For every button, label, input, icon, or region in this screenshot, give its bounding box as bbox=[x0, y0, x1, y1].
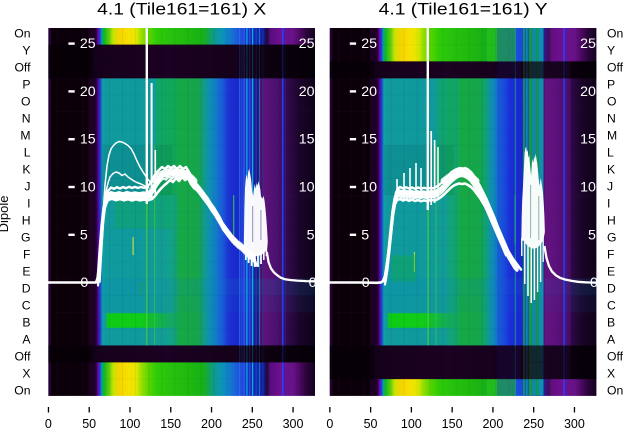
svg-text:200: 200 bbox=[201, 417, 222, 431]
svg-text:4.1 (Tile161=161) Y: 4.1 (Tile161=161) Y bbox=[379, 1, 548, 19]
svg-text:Y: Y bbox=[22, 44, 30, 58]
svg-text:On: On bbox=[607, 27, 623, 41]
svg-text:100: 100 bbox=[120, 417, 141, 431]
svg-text:A: A bbox=[22, 333, 31, 347]
svg-text:B: B bbox=[607, 316, 615, 330]
svg-text:10: 10 bbox=[299, 180, 315, 196]
svg-text:0: 0 bbox=[326, 417, 333, 431]
svg-text:Off: Off bbox=[14, 61, 31, 75]
svg-text:15: 15 bbox=[361, 132, 377, 148]
svg-text:O: O bbox=[607, 95, 616, 109]
svg-text:P: P bbox=[607, 78, 615, 92]
svg-text:On: On bbox=[14, 27, 30, 41]
svg-text:G: G bbox=[607, 231, 616, 245]
svg-text:Off: Off bbox=[607, 61, 624, 75]
svg-text:J: J bbox=[24, 180, 30, 194]
svg-text:0: 0 bbox=[362, 275, 370, 291]
svg-text:E: E bbox=[607, 265, 615, 279]
svg-text:K: K bbox=[607, 163, 615, 177]
svg-text:100: 100 bbox=[401, 417, 422, 431]
svg-text:5: 5 bbox=[588, 227, 596, 243]
svg-text:M: M bbox=[20, 129, 30, 143]
svg-text:X: X bbox=[22, 367, 30, 381]
svg-text:N: N bbox=[22, 112, 31, 126]
svg-text:15: 15 bbox=[80, 132, 96, 148]
svg-text:200: 200 bbox=[482, 417, 503, 431]
svg-text:25: 25 bbox=[361, 36, 377, 52]
svg-text:15: 15 bbox=[299, 132, 315, 148]
svg-text:E: E bbox=[22, 265, 30, 279]
svg-text:25: 25 bbox=[299, 36, 315, 52]
svg-text:F: F bbox=[23, 248, 30, 262]
svg-text:O: O bbox=[21, 95, 30, 109]
svg-text:0: 0 bbox=[80, 275, 88, 291]
svg-text:150: 150 bbox=[160, 417, 181, 431]
svg-text:G: G bbox=[21, 231, 30, 245]
svg-text:5: 5 bbox=[307, 227, 315, 243]
svg-text:D: D bbox=[607, 282, 616, 296]
svg-text:150: 150 bbox=[442, 417, 463, 431]
svg-text:250: 250 bbox=[523, 417, 544, 431]
svg-text:Y: Y bbox=[607, 44, 615, 58]
svg-text:50: 50 bbox=[364, 417, 378, 431]
svg-text:20: 20 bbox=[299, 84, 315, 100]
svg-text:0: 0 bbox=[45, 417, 52, 431]
svg-text:4.1 (Tile161=161) X: 4.1 (Tile161=161) X bbox=[97, 1, 266, 19]
svg-text:Off: Off bbox=[14, 350, 31, 364]
svg-text:C: C bbox=[607, 299, 616, 313]
svg-text:20: 20 bbox=[80, 84, 96, 100]
svg-text:5: 5 bbox=[361, 227, 369, 243]
svg-text:On: On bbox=[14, 384, 30, 398]
svg-text:J: J bbox=[607, 180, 613, 194]
svg-text:L: L bbox=[607, 146, 614, 160]
svg-text:0: 0 bbox=[309, 275, 317, 291]
svg-text:300: 300 bbox=[564, 417, 585, 431]
svg-text:Off: Off bbox=[607, 350, 624, 364]
svg-text:250: 250 bbox=[242, 417, 263, 431]
svg-text:I: I bbox=[607, 197, 610, 211]
svg-text:5: 5 bbox=[80, 227, 88, 243]
svg-text:10: 10 bbox=[361, 180, 377, 196]
svg-text:B: B bbox=[22, 316, 30, 330]
svg-text:I: I bbox=[27, 197, 30, 211]
svg-text:0: 0 bbox=[590, 275, 598, 291]
svg-text:F: F bbox=[607, 248, 614, 262]
svg-text:Dipole: Dipole bbox=[0, 196, 11, 233]
svg-text:25: 25 bbox=[580, 36, 596, 52]
svg-text:10: 10 bbox=[580, 180, 596, 196]
svg-text:10: 10 bbox=[80, 180, 96, 196]
svg-text:X: X bbox=[607, 367, 615, 381]
svg-text:H: H bbox=[607, 214, 616, 228]
svg-text:L: L bbox=[24, 146, 31, 160]
svg-text:D: D bbox=[22, 282, 31, 296]
svg-text:50: 50 bbox=[82, 417, 96, 431]
svg-text:20: 20 bbox=[361, 84, 377, 100]
svg-text:C: C bbox=[22, 299, 31, 313]
svg-text:On: On bbox=[607, 384, 623, 398]
svg-text:K: K bbox=[22, 163, 30, 177]
svg-text:15: 15 bbox=[580, 132, 596, 148]
svg-text:N: N bbox=[607, 112, 616, 126]
svg-text:20: 20 bbox=[580, 84, 596, 100]
svg-text:300: 300 bbox=[283, 417, 304, 431]
svg-text:P: P bbox=[22, 78, 30, 92]
svg-text:25: 25 bbox=[80, 36, 96, 52]
svg-text:H: H bbox=[22, 214, 31, 228]
svg-text:M: M bbox=[607, 129, 617, 143]
svg-text:A: A bbox=[607, 333, 616, 347]
